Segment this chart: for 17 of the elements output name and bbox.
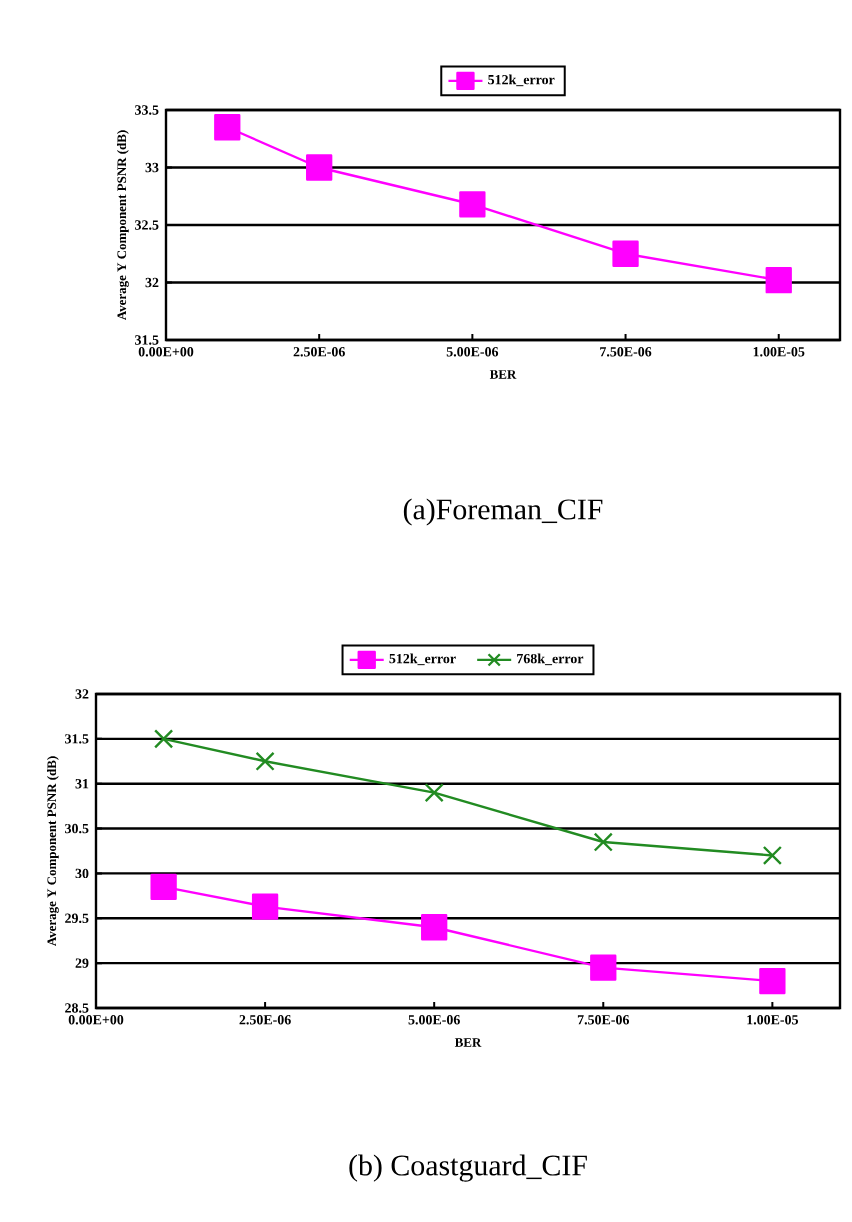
point [424, 783, 444, 803]
point [421, 914, 448, 941]
point [612, 240, 639, 267]
point [590, 954, 617, 981]
point [251, 893, 279, 920]
point [593, 832, 613, 852]
point [153, 729, 174, 749]
point [459, 191, 486, 218]
text: (a)Foreman_CIF [403, 498, 603, 526]
point [762, 845, 783, 866]
text: (b) Coastguard_CIF [349, 1154, 587, 1182]
point [765, 267, 792, 294]
point [255, 751, 275, 771]
point [759, 967, 786, 995]
point [150, 873, 177, 901]
point [214, 114, 241, 141]
point [306, 154, 333, 181]
